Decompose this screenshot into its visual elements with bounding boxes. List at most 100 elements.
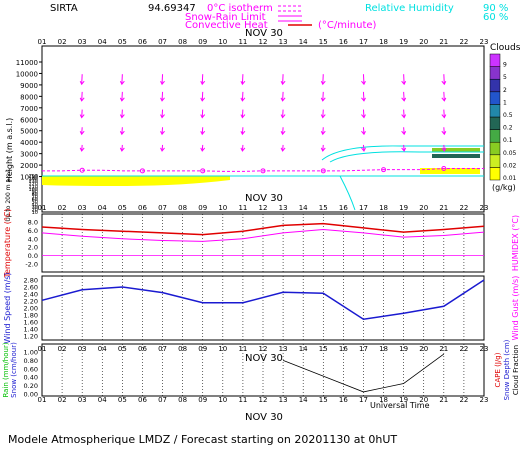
wind-arrow [362, 74, 365, 85]
hour-tick-label: 17 [359, 204, 368, 212]
wind-speed-line [41, 279, 485, 320]
hour-tick-label: 22 [459, 38, 468, 46]
precip-tick-label: 0.40 [24, 374, 38, 382]
wind-tick-label: 2.00 [24, 305, 38, 313]
wind-arrow [443, 74, 445, 85]
hour-tick-label: 14 [299, 204, 308, 212]
height-tick-label: 10000 [16, 70, 38, 78]
hour-tick-label: 07 [158, 345, 167, 353]
wind-arrowhead [160, 97, 165, 102]
hour-tick-label: 21 [439, 204, 448, 212]
wind-arrow [161, 127, 164, 135]
hour-tick-label: 14 [299, 38, 308, 46]
wind-arrowhead [441, 97, 447, 102]
wind-arrow [282, 109, 284, 118]
colorbar-title: Clouds [490, 43, 521, 53]
hour-tick-label: 10 [218, 396, 227, 404]
temp-tick-label: 8.0 [28, 219, 38, 227]
temp-tick-label: 2.0 [28, 244, 38, 252]
isotherm-marker [260, 168, 266, 174]
wind-arrowhead [401, 130, 407, 136]
low-tick-label: 140 [28, 177, 38, 183]
hour-tick-label: 02 [58, 396, 67, 404]
hour-tick-label: 16 [339, 204, 348, 212]
legend-rh: Relative Humidity [365, 3, 454, 14]
wind-arrowhead [200, 147, 206, 152]
isotherm-marker [200, 168, 206, 174]
legend-isotherm: 0°C isotherm [207, 3, 273, 14]
height-tick-label: 11000 [16, 59, 38, 67]
wind-tick-label: 1.40 [24, 326, 38, 334]
coords-label: 94.69347 [148, 3, 196, 14]
wind-arrowhead [361, 130, 366, 136]
wind-arrowhead [79, 114, 85, 119]
hour-tick-label: 01 [38, 204, 47, 212]
wind-arrowhead [160, 130, 165, 136]
low-tick-label: 150 [28, 174, 38, 180]
hour-tick-label: 16 [339, 345, 348, 353]
wind-arrow [161, 74, 164, 85]
wind-arrowhead [361, 114, 366, 119]
legend-line-samples [278, 5, 312, 26]
wind-arrow [322, 144, 324, 151]
wind-arrow [201, 144, 204, 151]
hour-tick-label: 22 [459, 204, 468, 212]
wind-arrow [282, 91, 284, 101]
wind-arrow [322, 91, 324, 101]
colorbar-swatch [489, 104, 501, 118]
wind-arrow [121, 91, 123, 101]
colorbar-label: 0.02 [503, 162, 517, 169]
wind-arrow [362, 144, 365, 151]
colorbar-label: 5 [503, 74, 507, 81]
legend-conv: Convective Heat [185, 20, 268, 31]
low-tick-label: 30 [32, 205, 38, 211]
wind-arrow [201, 127, 204, 135]
wind-arrowhead [280, 97, 286, 102]
wind-arrow [121, 144, 123, 151]
hour-tick-label: 15 [319, 345, 328, 353]
wind-tick-label: 1.80 [24, 312, 38, 320]
wind-arrowhead [401, 114, 407, 119]
hour-tick-label: 08 [178, 38, 187, 46]
wind-arrowhead [79, 97, 85, 102]
hour-tick-label: 09 [198, 38, 207, 46]
hour-tick-label: 03 [78, 204, 87, 212]
wind-arrowhead [79, 147, 85, 152]
hour-tick-label: 20 [419, 396, 428, 404]
hour-tick-label: 20 [419, 204, 428, 212]
hour-tick-label: 11 [238, 204, 247, 212]
height-tick-label: 3000 [20, 151, 38, 159]
hour-tick-label: 08 [178, 345, 187, 353]
hour-tick-label: 15 [319, 396, 328, 404]
precip-tick-label: 0.60 [24, 365, 38, 373]
wind-arrowhead [441, 80, 447, 86]
wind-arrowhead [160, 80, 165, 86]
hour-tick-label: 06 [138, 345, 147, 353]
hour-tick-label: 23 [480, 204, 489, 212]
wind-arrow [403, 74, 405, 85]
hour-tick-label: 13 [279, 204, 288, 212]
wind-arrow [81, 109, 83, 118]
isotherm-marker [139, 168, 145, 174]
wind-arrowhead [79, 130, 85, 136]
hour-tick-label: 21 [439, 38, 448, 46]
wind-arrowhead [401, 147, 407, 152]
wind-arrowhead [361, 97, 366, 102]
snow-sample [278, 15, 302, 22]
hour-tick-label: 05 [118, 396, 127, 404]
wind-arrowhead [119, 114, 125, 119]
wind-arrow [443, 109, 445, 118]
wind-arrow [362, 91, 365, 101]
wind-arrow [322, 109, 324, 118]
wind-arrowhead [160, 114, 165, 119]
hour-tick-label: 11 [238, 396, 247, 404]
wind-arrow [121, 74, 123, 85]
hour-tick-label: 08 [178, 204, 187, 212]
cloud-patch-green [432, 148, 480, 152]
isotherm-marker [79, 167, 85, 173]
wind-arrowhead [320, 97, 326, 102]
height-panel-frame [41, 45, 485, 213]
hour-tick-label: 06 [138, 38, 147, 46]
temp-tick-label: -2.0 [25, 261, 38, 269]
